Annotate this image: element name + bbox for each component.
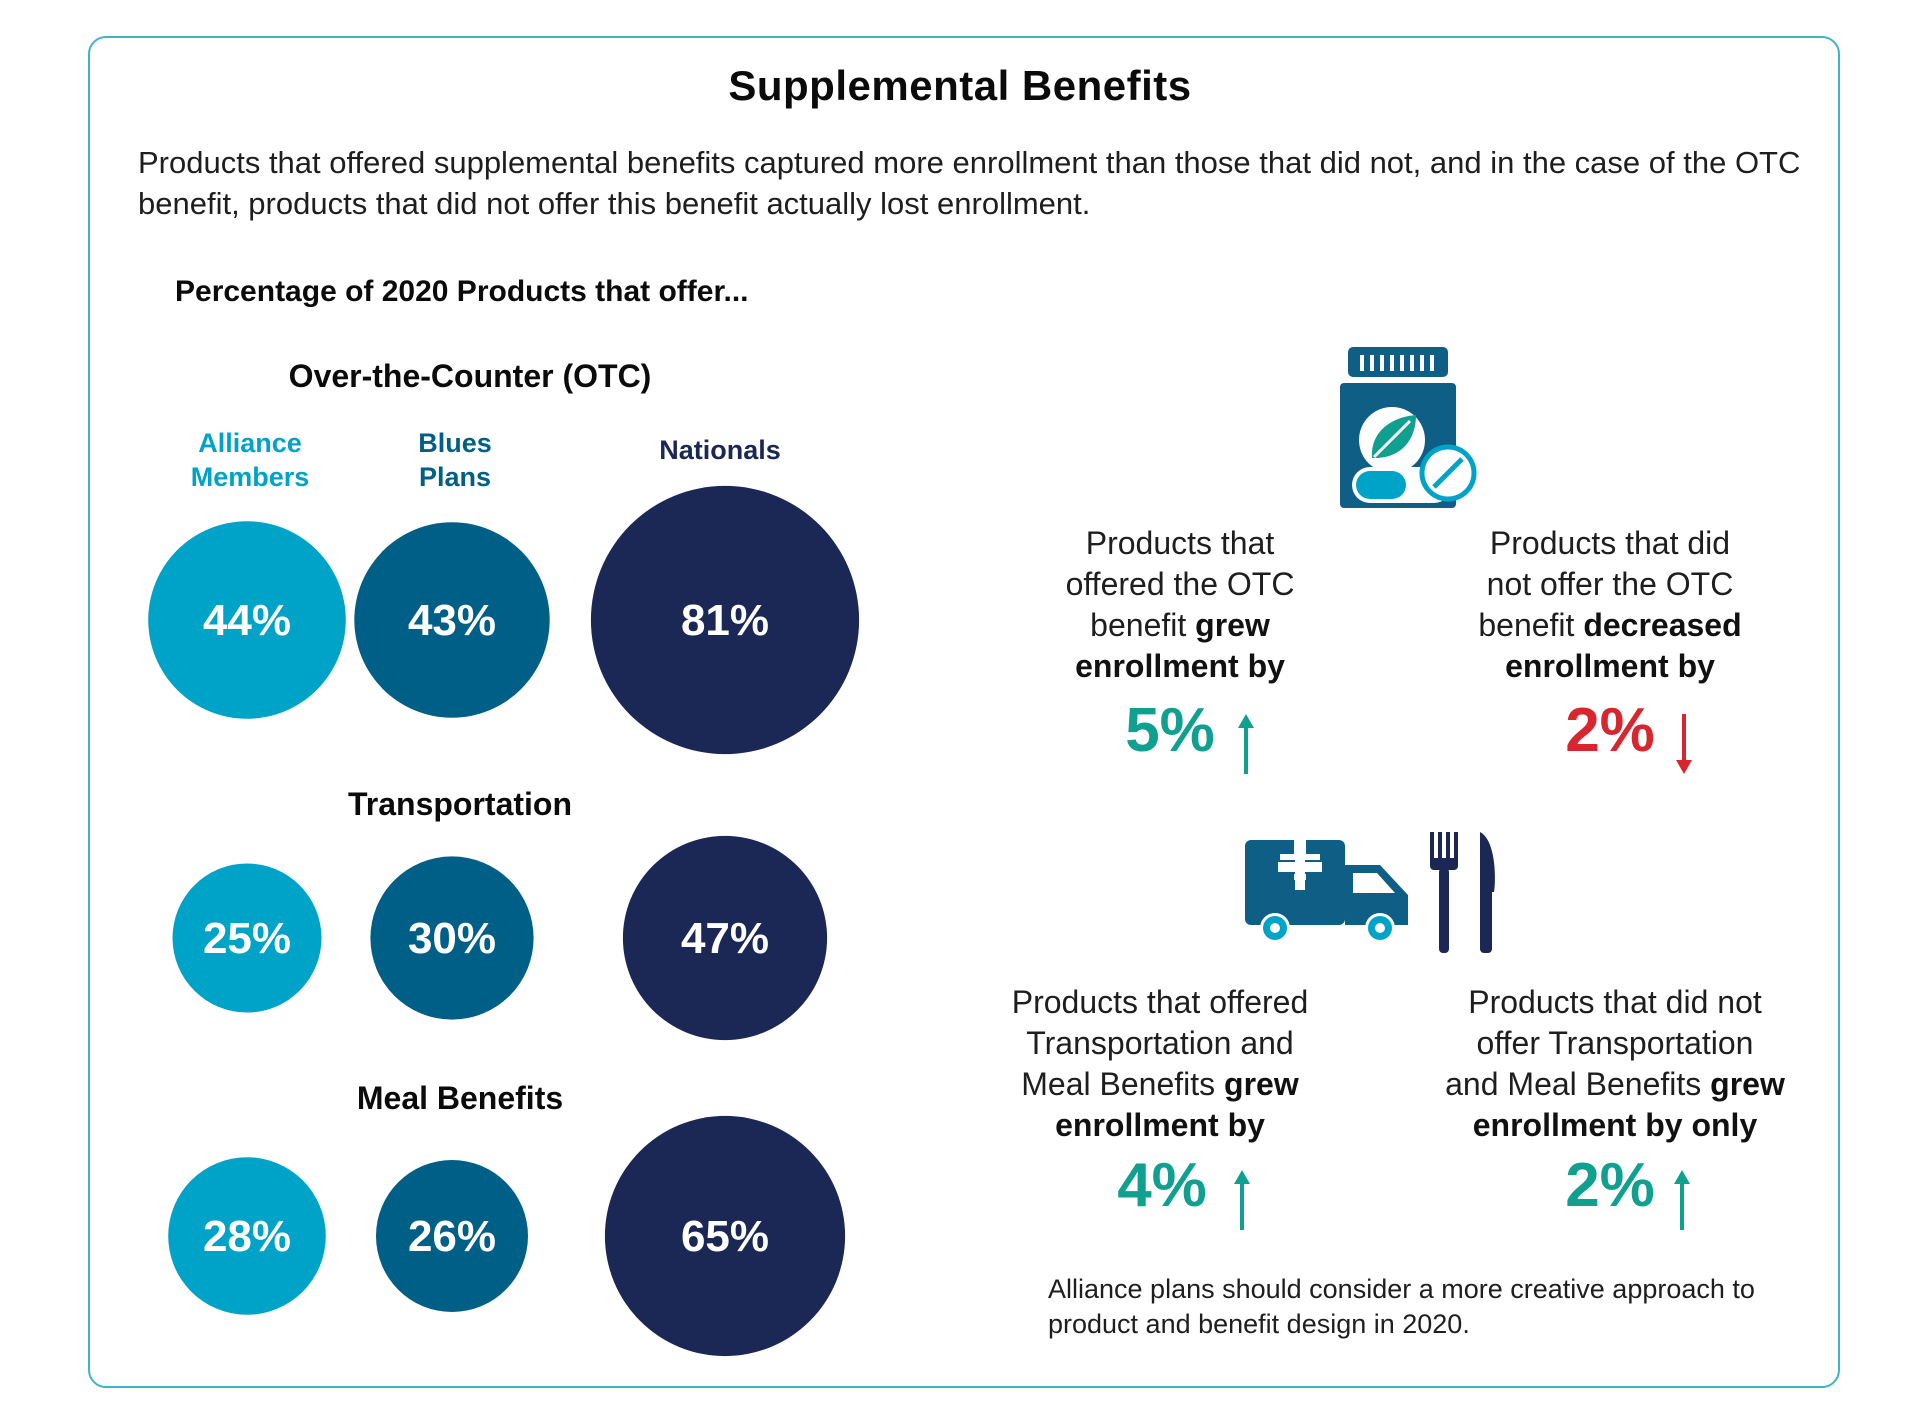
stat-tm-not-offered-value: 2% (1565, 1151, 1655, 1220)
section-heading: Percentage of 2020 Products that offer..… (175, 275, 749, 308)
stat-tm-offered-text: Products that offered Transportation and… (1011, 984, 1309, 1143)
bubble-label: 81% (681, 596, 769, 645)
bubble-blues-2 (376, 1160, 528, 1312)
bubble-label: 26% (408, 1212, 496, 1261)
bubble-alliance-1 (172, 863, 322, 1013)
bubble-nationals-2 (604, 1115, 846, 1357)
intro-text: Products that offered supplemental benef… (138, 145, 1801, 221)
page-title: Supplemental Benefits (728, 62, 1192, 109)
closing-note: Alliance plans should consider a more cr… (1048, 1274, 1755, 1339)
stat-tm-offered-value: 4% (1117, 1151, 1207, 1220)
stat-otc-offered-text: Products that offered the OTC benefit gr… (1065, 525, 1295, 684)
arrow-up-icon (1234, 1170, 1250, 1230)
bubble-chart: 44% 43% 81% 25% 30% 47% 28% 26% 65% (148, 485, 860, 1357)
stat-otc-offered-value: 5% (1125, 696, 1215, 765)
bubble-label: 30% (408, 914, 496, 963)
bubble-nationals-1 (622, 835, 828, 1041)
fork-knife-icon (1430, 832, 1495, 953)
legend-blues-plans: Blues Plans (418, 428, 492, 492)
ambulance-icon (1245, 840, 1408, 943)
bubble-alliance-0 (148, 521, 346, 719)
arrow-up-icon (1238, 714, 1254, 774)
legend-alliance-members: Alliance Members (190, 428, 310, 492)
bubble-label: 47% (681, 914, 769, 963)
bubble-alliance-2 (168, 1157, 326, 1315)
bubble-label: 65% (681, 1212, 769, 1261)
arrow-up-icon (1674, 1170, 1690, 1230)
bubble-label: 28% (203, 1212, 291, 1261)
bubble-blues-1 (370, 856, 534, 1020)
bubble-label: 43% (408, 596, 496, 645)
bubble-blues-0 (354, 522, 550, 718)
stat-tm-not-offered-text: Products that did not offer Transportati… (1445, 984, 1785, 1143)
group-title-otc: Over-the-Counter (OTC) (288, 358, 652, 394)
arrow-down-icon (1676, 714, 1692, 774)
stat-otc-not-offered-value: 2% (1565, 696, 1655, 765)
group-title-transportation: Transportation (347, 786, 572, 822)
bubble-nationals-0 (590, 485, 860, 755)
legend-nationals: Nationals (659, 435, 781, 465)
pill-bottle-leaf-icon (1340, 347, 1477, 508)
infographic-frame (88, 36, 1840, 1388)
stat-otc-not-offered-text: Products that did not offer the OTC bene… (1478, 525, 1742, 684)
group-title-meal: Meal Benefits (356, 1080, 564, 1116)
bubble-label: 44% (203, 596, 291, 645)
bubble-label: 25% (203, 914, 291, 963)
